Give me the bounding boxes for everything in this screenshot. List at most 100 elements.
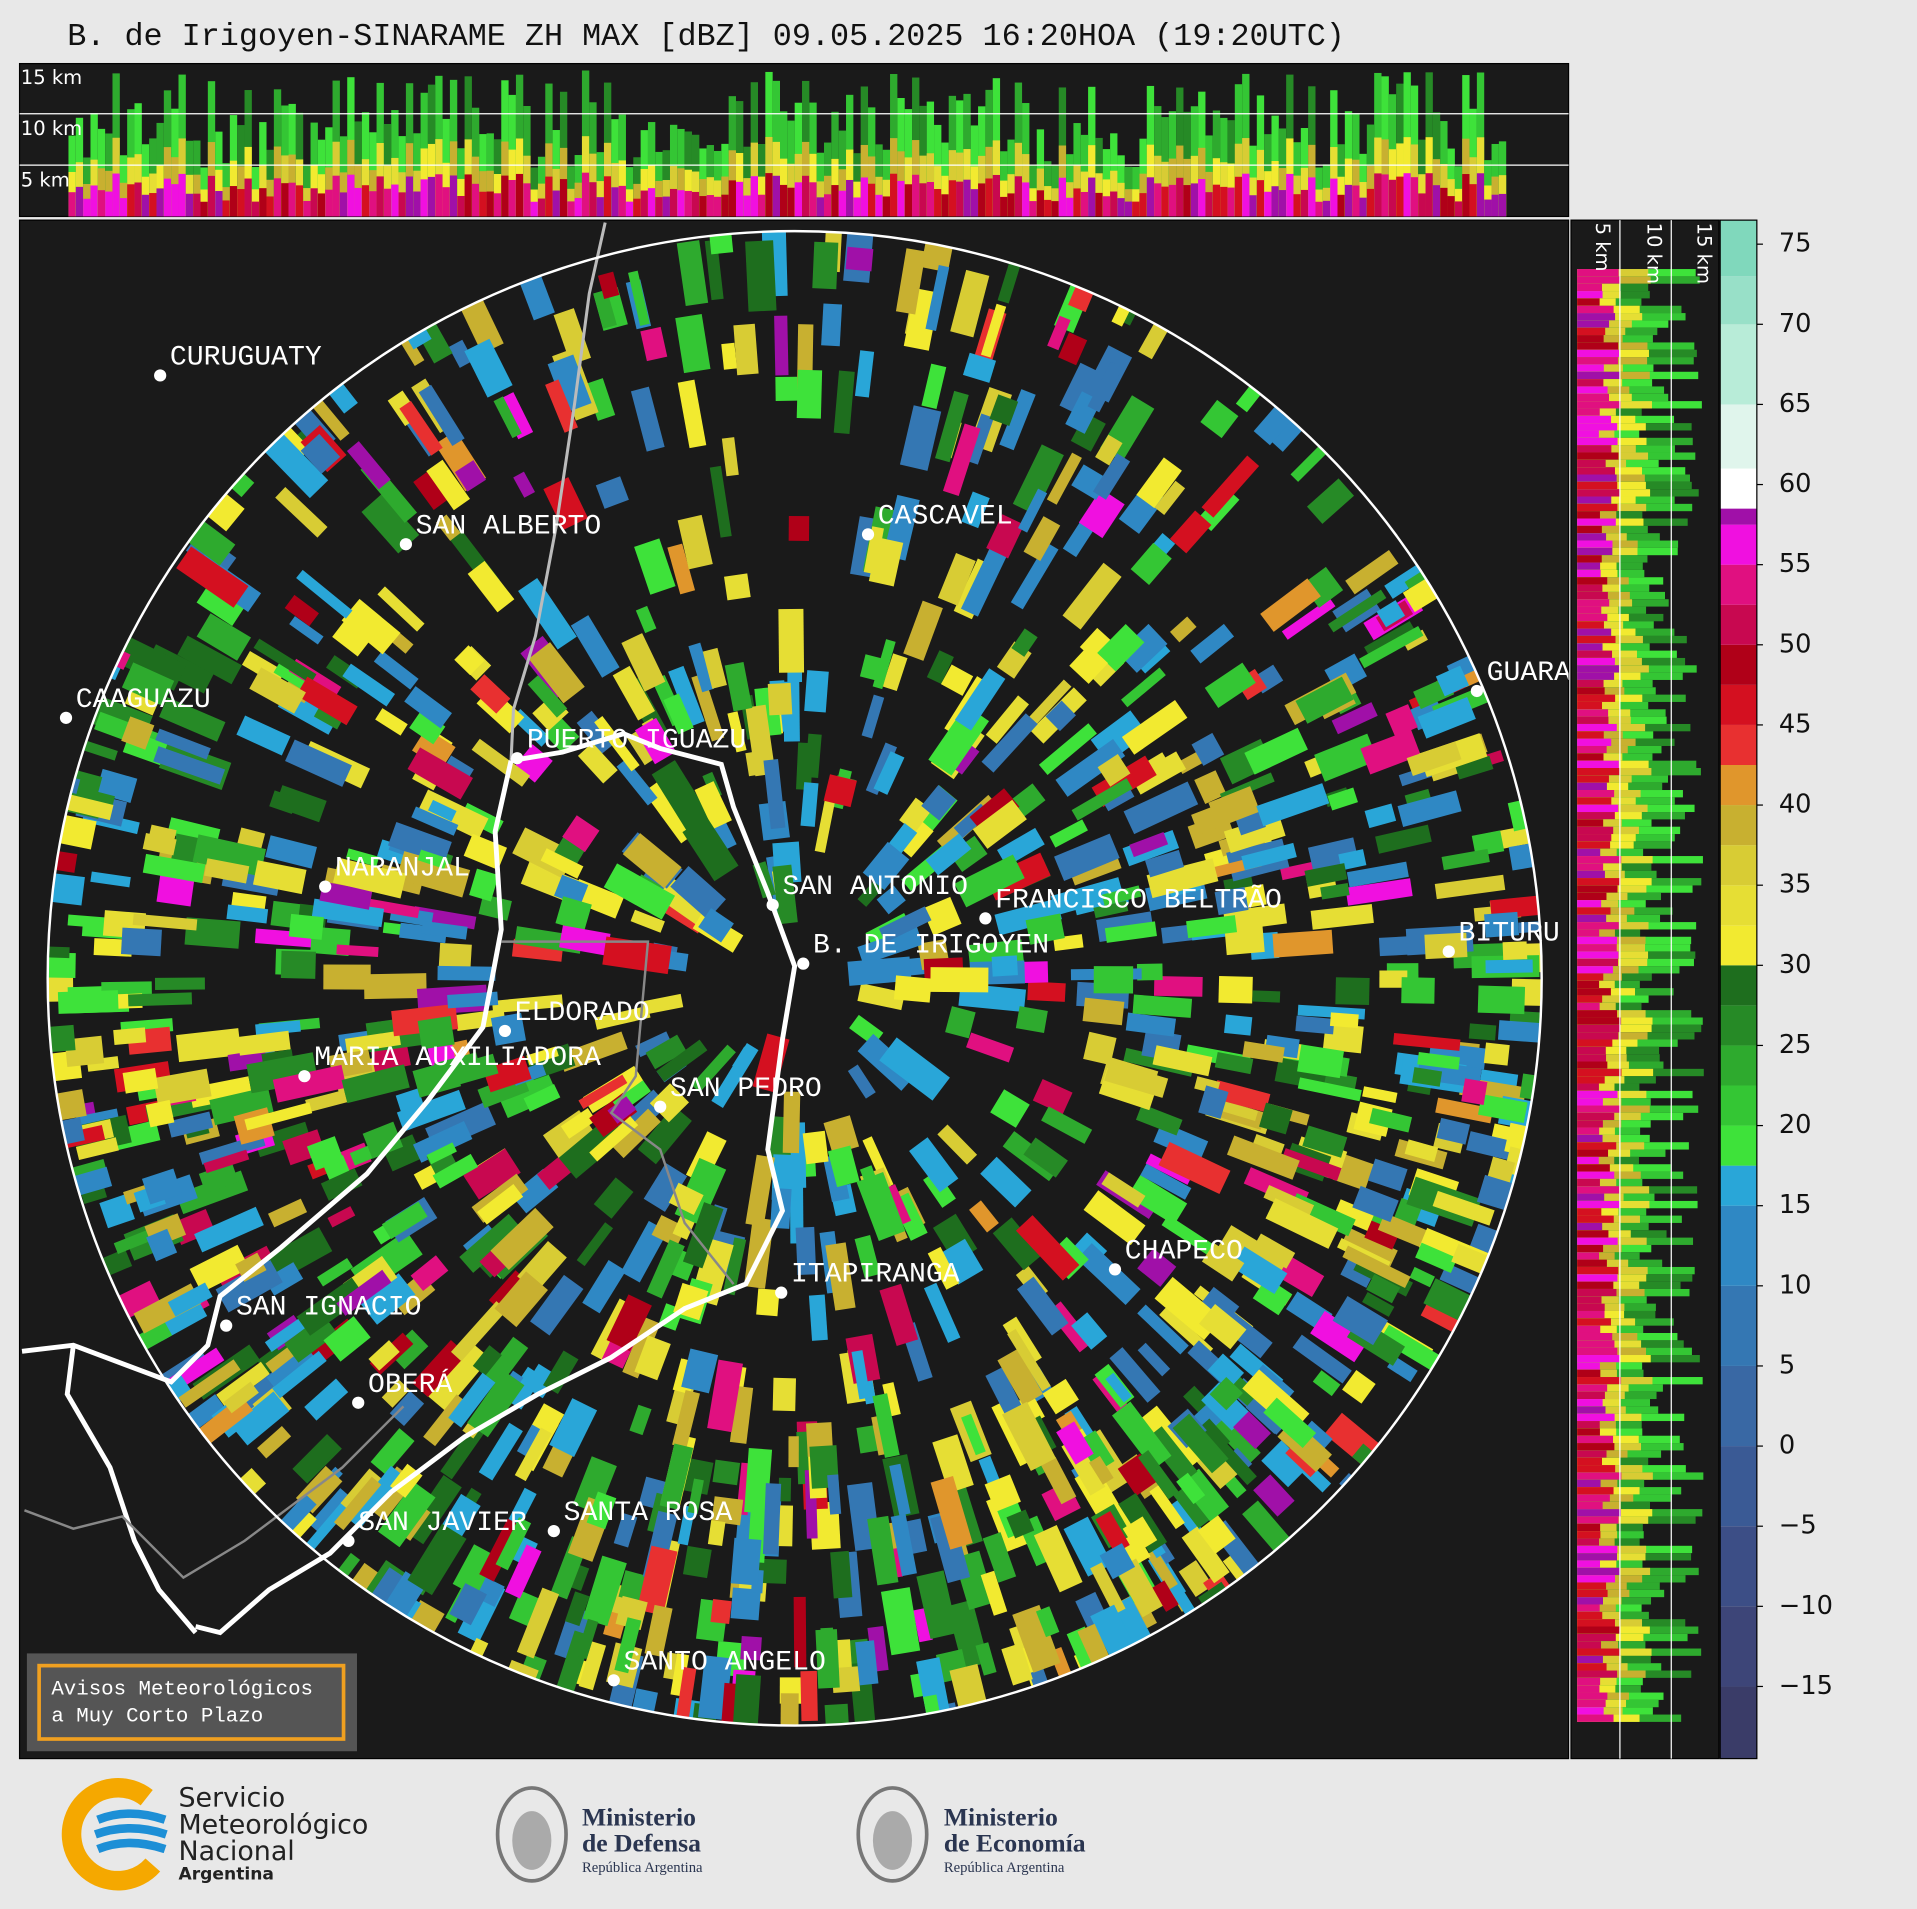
echo (670, 866, 726, 920)
echo (1577, 269, 1619, 277)
echo (198, 1162, 239, 1194)
echo (1577, 621, 1604, 629)
echo (677, 514, 713, 570)
echo (1044, 199, 1052, 217)
colorbar-segment (1720, 965, 1757, 1006)
echo (1410, 177, 1419, 217)
echo (672, 1389, 700, 1449)
echo (523, 1083, 561, 1112)
echo (927, 1246, 960, 1290)
echo (339, 192, 348, 217)
echo (1302, 1125, 1348, 1158)
echo (155, 728, 211, 760)
echo (788, 1436, 799, 1468)
echo (209, 1086, 274, 1126)
city-label: NARANJAL (335, 854, 470, 885)
echo (383, 188, 392, 217)
echo (1577, 1399, 1603, 1407)
echo (547, 354, 592, 413)
echo (1121, 699, 1188, 755)
echo (1366, 1273, 1401, 1304)
colorbar-segment (1720, 1205, 1757, 1286)
echo (675, 1667, 697, 1726)
echo (743, 195, 751, 217)
echo (724, 661, 753, 712)
smn-mark (93, 1809, 168, 1854)
echo (1234, 176, 1243, 217)
echo (677, 190, 685, 217)
echo (1577, 819, 1604, 827)
echo (1577, 878, 1621, 886)
city-dot (1108, 1263, 1122, 1276)
echo (745, 704, 776, 777)
echo (1577, 320, 1610, 328)
echo (1454, 201, 1463, 217)
echo (1320, 883, 1350, 900)
echo (1110, 191, 1118, 217)
echo (1577, 1076, 1605, 1084)
echo (1432, 1190, 1495, 1226)
echo (872, 639, 896, 690)
map-panel (18, 219, 1570, 1760)
echo (552, 190, 560, 217)
echo (513, 471, 536, 498)
echo (740, 1636, 762, 1661)
echo (1447, 196, 1455, 217)
city-dot (59, 711, 73, 724)
echo (1090, 1562, 1126, 1615)
echo (954, 854, 1025, 908)
echo (904, 184, 913, 217)
echo (1214, 1051, 1254, 1075)
echo (185, 193, 194, 217)
echo (800, 1670, 818, 1722)
echo (66, 794, 114, 821)
echo (341, 1064, 410, 1104)
echo (1577, 1457, 1602, 1466)
echo (745, 1154, 775, 1227)
echo (333, 1476, 382, 1531)
echo (223, 1381, 259, 1414)
echo (1477, 985, 1526, 1015)
echo (562, 815, 600, 853)
echo (863, 526, 884, 575)
echo (1046, 452, 1082, 505)
echo (1577, 386, 1608, 394)
economia-logo: Ministerio de Economía República Argenti… (856, 1786, 1086, 1883)
colorbar-frame (1719, 219, 1758, 1760)
echo (882, 653, 908, 692)
echo (1577, 1061, 1608, 1069)
echo (1420, 1303, 1462, 1334)
city-dot (342, 1534, 355, 1548)
echo (691, 673, 725, 742)
echo (622, 833, 682, 889)
echo (992, 1217, 1043, 1271)
echo (1577, 650, 1613, 658)
echo (1577, 393, 1610, 402)
echo (1032, 1079, 1073, 1115)
logo-text: de Defensa (582, 1828, 701, 1857)
echo (377, 1481, 436, 1548)
echo (381, 1379, 410, 1408)
map-layer: CURUGUATY SAN ALBERTO CASCAVEL GUARA CAAGUAZ… (21, 222, 1569, 1727)
echo (413, 465, 456, 510)
colorbar-segment (1720, 1125, 1757, 1166)
echo (1256, 180, 1265, 217)
echo (437, 965, 496, 981)
echo (1093, 900, 1129, 919)
echo (922, 896, 962, 936)
echo (1023, 1137, 1068, 1178)
echo (411, 806, 459, 836)
echo (1577, 973, 1604, 981)
echo (1577, 1215, 1614, 1223)
echo (1577, 907, 1611, 915)
echo (142, 853, 206, 884)
colorbar-segment (1720, 805, 1757, 846)
echo (772, 175, 781, 217)
echo (121, 716, 155, 750)
echo (498, 392, 534, 440)
echo (1137, 1304, 1189, 1355)
echo (472, 1345, 502, 1376)
echo (1577, 1112, 1615, 1121)
echo (1577, 797, 1612, 805)
echo (1010, 542, 1059, 610)
